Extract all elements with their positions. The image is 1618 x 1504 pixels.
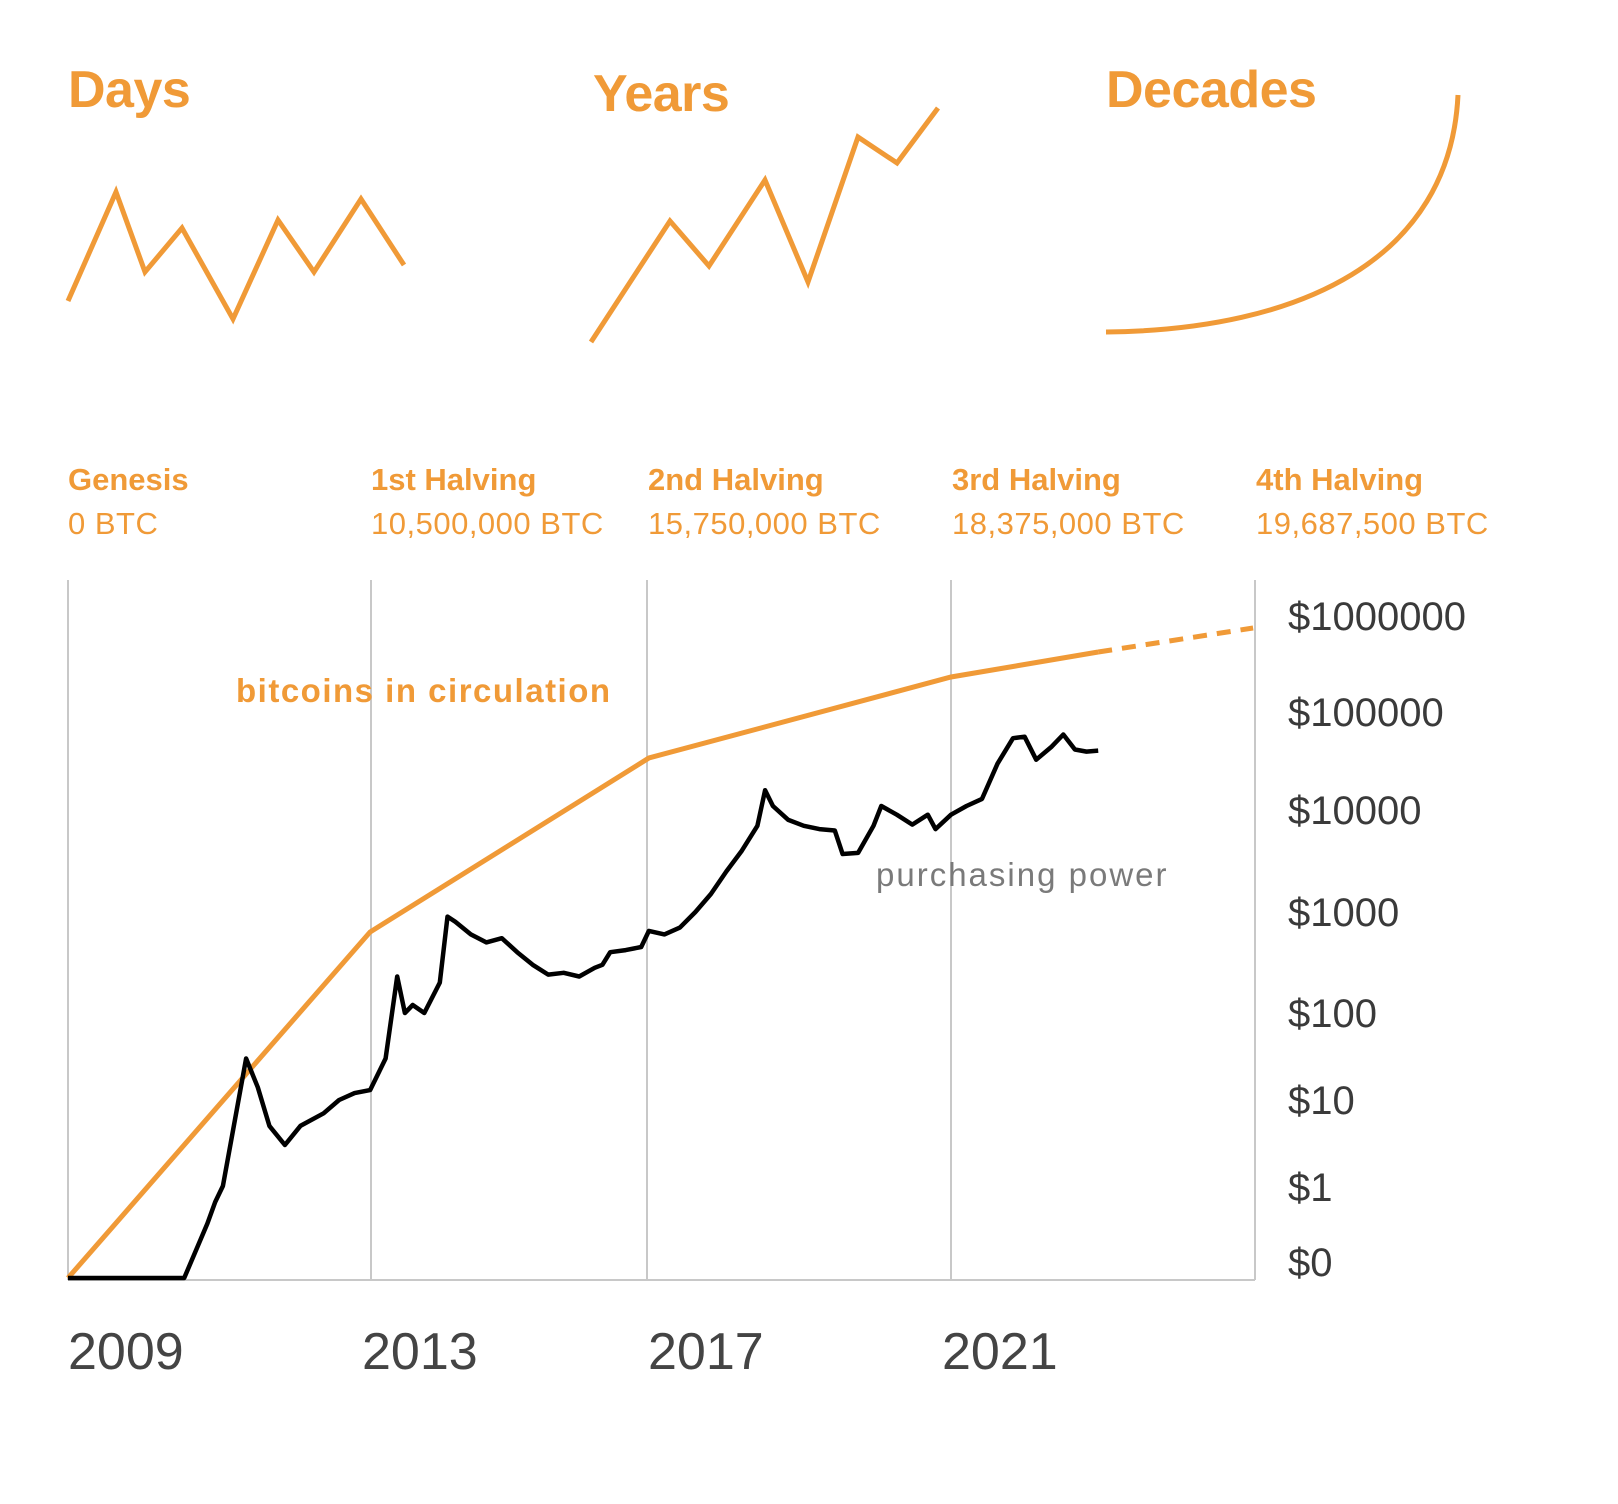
- y-tick-label: $100: [1288, 992, 1377, 1036]
- milestone-halving2-btc: 15,750,000 BTC: [648, 506, 881, 541]
- heading-days: Days: [68, 61, 191, 119]
- series-label-purchasing-power: purchasing power: [876, 856, 1169, 893]
- bitcoins-in-circulation-projected-line: [1097, 625, 1254, 655]
- y-tick-label: $1000000: [1288, 595, 1466, 639]
- milestone-halving1-name: 1st Halving: [371, 462, 537, 497]
- x-tick-label: 2013: [362, 1323, 478, 1381]
- heading-decades: Decades: [1106, 61, 1317, 119]
- heading-years: Years: [593, 65, 730, 123]
- milestone-halving4-btc: 19,687,500 BTC: [1256, 506, 1489, 541]
- decades-curve: [1105, 94, 1461, 335]
- milestone-halving3-name: 3rd Halving: [952, 462, 1121, 497]
- bitcoins-in-circulation-line: [66, 649, 1099, 1280]
- x-tick-label: 2017: [648, 1323, 764, 1381]
- y-tick-label: $10: [1288, 1079, 1355, 1123]
- series-label-bitcoins: bitcoins in circulation: [236, 672, 612, 709]
- milestone-genesis-name: Genesis: [68, 462, 189, 497]
- y-tick-label: $100000: [1288, 691, 1444, 735]
- milestone-halving2-name: 2nd Halving: [648, 462, 824, 497]
- milestone-genesis-btc: 0 BTC: [68, 506, 159, 541]
- purchasing-power-line: [68, 732, 1099, 1281]
- y-tick-label: $0: [1288, 1241, 1333, 1285]
- years-sparkline: [588, 106, 941, 344]
- milestone-halving4-name: 4th Halving: [1256, 462, 1424, 497]
- y-tick-label: $1000: [1288, 891, 1400, 935]
- milestone-halving3-btc: 18,375,000 BTC: [952, 506, 1185, 541]
- milestone-halving1-btc: 10,500,000 BTC: [371, 506, 604, 541]
- y-tick-label: $1: [1288, 1166, 1333, 1210]
- x-tick-label: 2009: [68, 1323, 184, 1381]
- halving-gridlines: [67, 580, 1256, 1281]
- y-tick-label: $10000: [1288, 789, 1422, 833]
- x-tick-label: 2021: [942, 1323, 1058, 1381]
- days-sparkline: [65, 185, 407, 325]
